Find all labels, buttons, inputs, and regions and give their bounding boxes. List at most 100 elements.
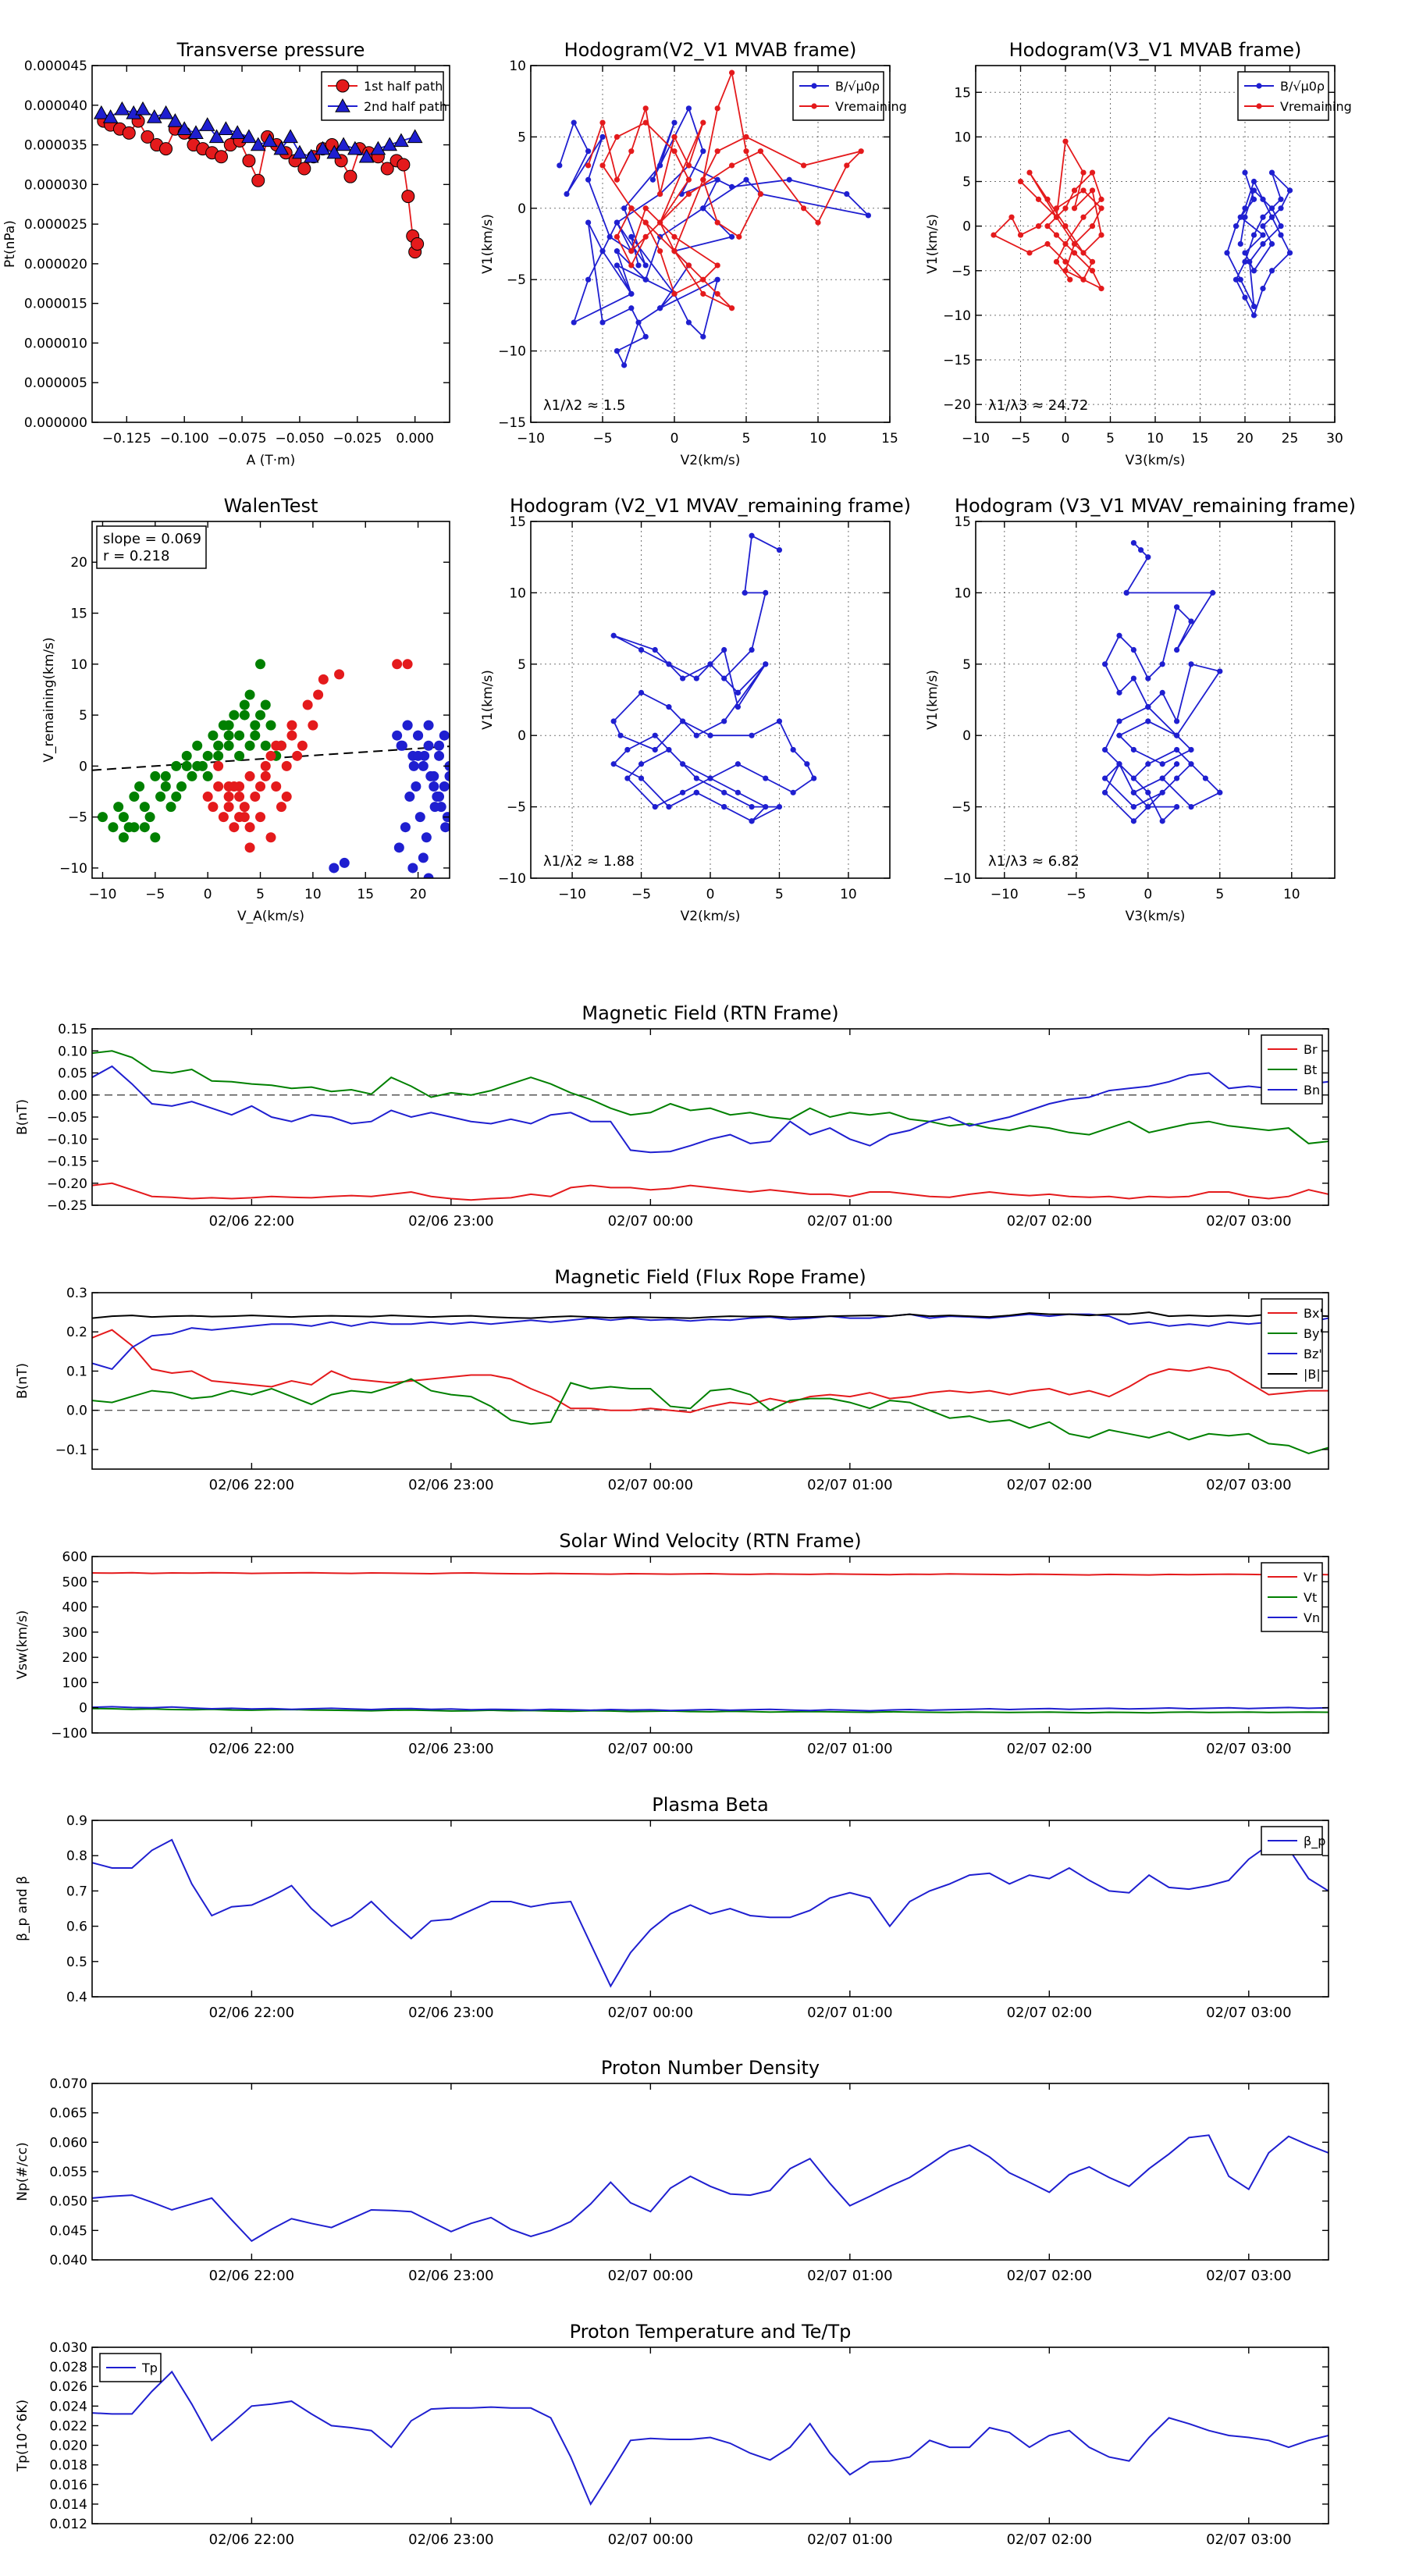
y-tick-label: 0.4 xyxy=(66,1990,87,2005)
data-point xyxy=(286,730,297,741)
y-tick-label: −20 xyxy=(943,397,971,413)
data-point xyxy=(297,740,308,751)
data-point xyxy=(315,141,331,155)
data-point xyxy=(1242,294,1248,301)
data-point xyxy=(585,176,592,183)
data-point xyxy=(735,789,741,795)
y-tick-label: 0.065 xyxy=(49,2106,87,2122)
data-point xyxy=(260,740,271,751)
data-point xyxy=(657,305,663,311)
data-point xyxy=(804,761,810,767)
data-point xyxy=(763,661,769,667)
series-bn xyxy=(92,1065,1329,1154)
plot-area xyxy=(93,101,425,259)
data-point xyxy=(286,720,297,731)
data-point xyxy=(707,661,713,667)
data-point xyxy=(1098,196,1104,202)
series--p xyxy=(92,1838,1329,1988)
data-point xyxy=(251,173,265,187)
data-point xyxy=(657,248,663,254)
data-point xyxy=(273,141,290,155)
data-point xyxy=(1116,718,1122,724)
series-br xyxy=(92,1182,1329,1201)
data-point xyxy=(326,144,343,159)
data-point xyxy=(858,148,864,155)
data-point xyxy=(1188,746,1194,753)
y-tick-label: 0.060 xyxy=(49,2135,87,2151)
x-axis-label: V2(km/s) xyxy=(681,909,741,924)
data-point xyxy=(213,740,224,751)
legend-label: B/√μ0ρ xyxy=(835,79,880,94)
data-point xyxy=(749,532,755,539)
x-tick-label: 02/06 23:00 xyxy=(408,1477,493,1493)
data-point xyxy=(652,732,658,738)
x-tick-label: 02/07 02:00 xyxy=(1007,2532,1092,2548)
data-point xyxy=(261,133,278,148)
y-tick-label: −15 xyxy=(943,353,971,368)
y-axis-label: V1(km/s) xyxy=(925,214,941,274)
data-point xyxy=(1089,187,1096,194)
data-point xyxy=(114,101,130,116)
legend-label: Vremaining xyxy=(1280,99,1352,114)
data-point xyxy=(721,789,727,795)
x-tick-label: 02/07 02:00 xyxy=(1007,1477,1092,1493)
x-tick-label: −5 xyxy=(592,431,612,447)
data-point xyxy=(1080,250,1087,256)
data-point xyxy=(260,760,271,771)
y-tick-label: 0 xyxy=(79,1701,87,1717)
data-point xyxy=(213,750,224,761)
y-tick-label: 10 xyxy=(954,585,971,601)
data-point xyxy=(202,792,213,802)
data-point xyxy=(1232,223,1240,229)
series-1 xyxy=(202,659,413,853)
data-point xyxy=(1278,205,1284,212)
data-point xyxy=(628,148,635,155)
data-point xyxy=(1260,214,1266,220)
series-line xyxy=(92,1571,1329,1576)
data-point xyxy=(129,792,140,802)
data-point xyxy=(242,154,256,168)
x-tick-label: −5 xyxy=(145,887,165,902)
data-point xyxy=(1098,286,1104,292)
data-point xyxy=(729,162,735,169)
data-point xyxy=(292,750,303,761)
data-point xyxy=(1188,618,1194,624)
data-point xyxy=(599,133,606,140)
data-point xyxy=(763,804,769,810)
data-point xyxy=(757,148,764,155)
x-tick-label: −5 xyxy=(1011,431,1030,447)
y-axis-label: V1(km/s) xyxy=(480,670,496,730)
data-point xyxy=(714,148,720,155)
data-point xyxy=(642,333,649,340)
data-point xyxy=(265,832,276,843)
data-point xyxy=(318,674,329,685)
data-point xyxy=(380,162,394,176)
y-tick-label: 0.014 xyxy=(49,2497,87,2513)
data-point xyxy=(721,804,727,810)
data-point xyxy=(721,675,727,681)
plot-area xyxy=(92,1838,1329,1988)
data-point xyxy=(244,822,255,833)
y-axis-label: Pt(nPa) xyxy=(2,220,18,268)
data-point xyxy=(223,740,234,751)
data-point xyxy=(281,760,292,771)
x-tick-label: 20 xyxy=(410,887,427,902)
data-point xyxy=(628,233,635,240)
x-tick-label: 02/06 23:00 xyxy=(408,2005,493,2021)
data-point xyxy=(1268,268,1275,274)
y-axis-label: V1(km/s) xyxy=(925,670,941,730)
series-line xyxy=(92,2134,1329,2243)
data-point xyxy=(229,710,240,720)
x-tick-label: 02/06 22:00 xyxy=(209,2532,294,2548)
data-point xyxy=(1130,646,1136,653)
x-tick-label: 02/07 03:00 xyxy=(1206,2005,1291,2021)
data-point xyxy=(223,802,234,813)
data-point xyxy=(1242,205,1248,212)
x-tick-label: 5 xyxy=(1215,887,1224,902)
data-point xyxy=(113,802,124,813)
data-point xyxy=(776,804,783,810)
data-point xyxy=(642,219,649,226)
data-point xyxy=(801,205,807,212)
data-point xyxy=(642,276,649,283)
data-point xyxy=(1102,775,1108,781)
